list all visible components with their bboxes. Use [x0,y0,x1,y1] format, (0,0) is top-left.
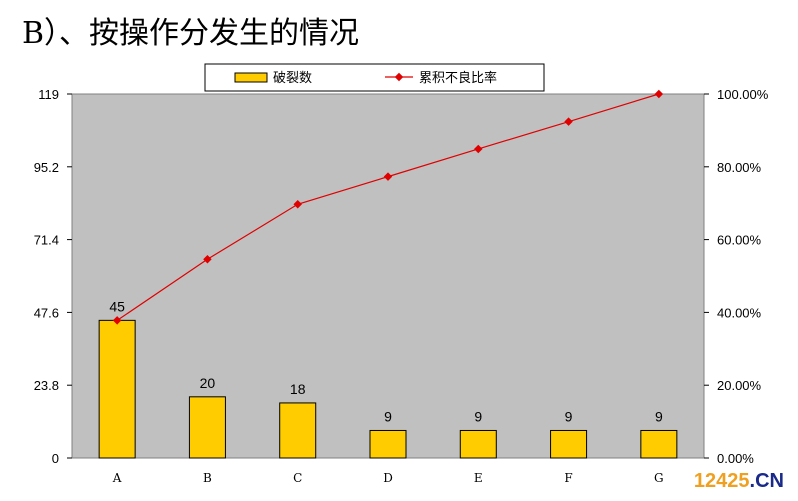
right-tick-label: 0.00% [717,451,754,466]
bar-A [98,319,136,459]
cumulative-point-D [383,172,393,181]
right-tick-label: 40.00% [717,305,762,320]
category-label: D [383,471,393,485]
left-tick-label: 95.2 [34,160,59,175]
legend-line-label: 累积不良比率 [419,70,497,86]
watermark-suffix: .CN [749,470,784,492]
cumulative-point-C [293,200,302,209]
category-label: G [654,471,664,485]
bar-D [369,429,407,459]
bar-data-label: 9 [655,408,663,424]
legend-line-marker [394,72,404,82]
bar-F [550,429,588,459]
category-label: A [112,471,122,485]
bar-data-label: 9 [474,408,482,424]
bar-C [279,402,317,459]
left-tick-label: 47.6 [34,305,59,320]
plot-area [71,93,705,459]
watermark-main: 12425 [693,470,750,492]
axes-layer: 0 23.8 47.6 71.4 95.2 119 0.00% 20.00% 40.00% 60.… [34,87,769,485]
cumulative-point-E [474,144,483,154]
line-layer [112,89,664,325]
left-tick-label: 0 [52,451,59,466]
right-tick-label: 80.00% [717,160,762,175]
bar-data-label: 20 [200,375,216,391]
bar-B [188,396,226,459]
category-label: C [293,471,302,485]
category-label: F [564,471,572,485]
cumulative-point-A [112,316,122,325]
right-tick-label: 60.00% [717,233,762,248]
cumulative-point-B [203,255,212,264]
bar-data-label: 45 [109,298,125,314]
category-label: E [474,471,483,485]
bars-layer [98,319,678,459]
legend: 破裂数 累积不良比率 [204,63,545,92]
data-labels-layer: 45 20 18 9 9 9 9 [109,298,663,424]
left-tick-label: 119 [38,87,59,102]
left-tick-label: 71.4 [34,233,59,248]
bar-data-label: 9 [565,408,573,424]
left-tick-label: 23.8 [34,378,59,393]
legend-bar-swatch [234,72,268,83]
bar-G [640,429,678,459]
category-label: B [203,471,212,485]
legend-bar-label: 破裂数 [273,71,312,86]
page-heading: B）、按操作分发生的情况 [22,16,360,51]
right-tick-label: 20.00% [717,378,762,393]
bar-data-label: 18 [290,381,306,397]
watermark: 12425.CN [694,470,784,493]
bar-E [459,429,497,459]
right-tick-label: 100.00% [717,87,769,102]
bar-data-label: 9 [384,408,392,424]
